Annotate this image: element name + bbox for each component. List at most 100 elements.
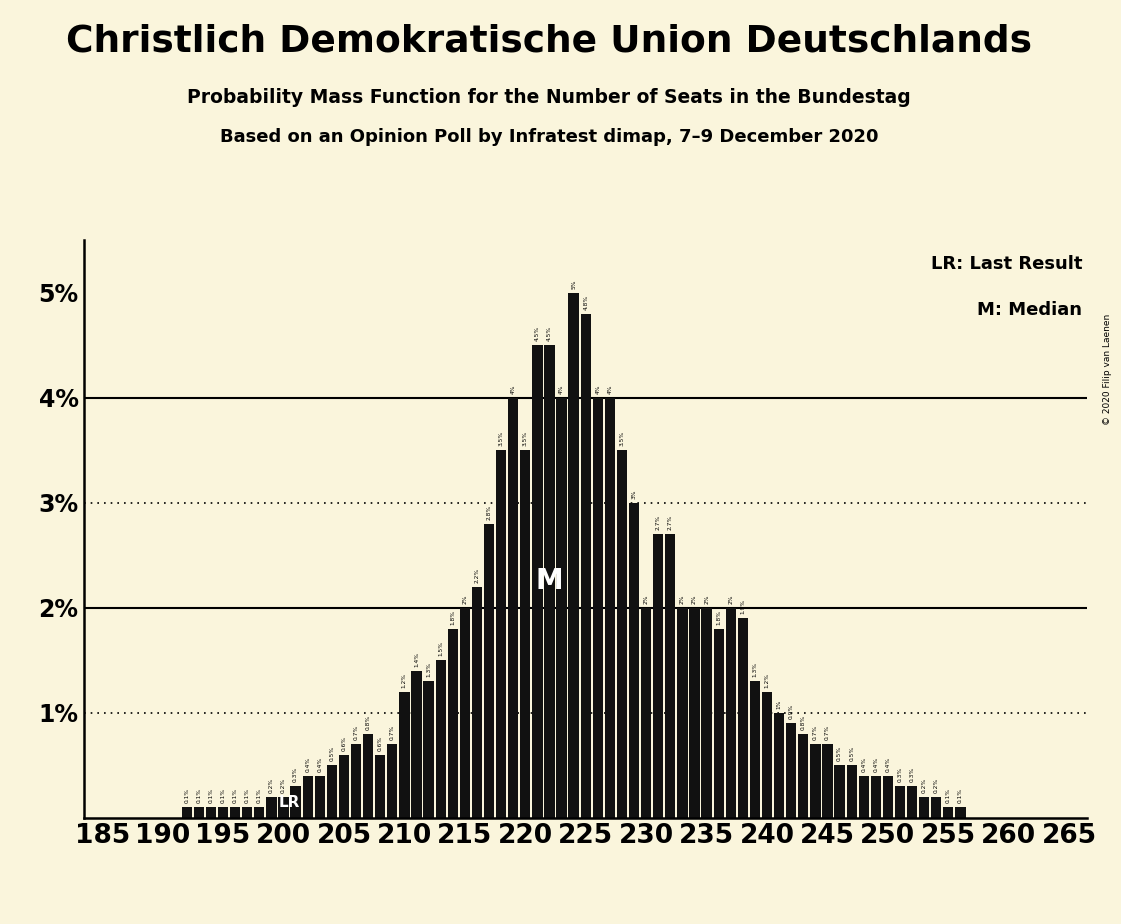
Bar (267, 796, 277, 818)
Bar (629, 503, 639, 818)
Bar (932, 796, 942, 818)
Text: Christlich Demokratische Union Deutschlands: Christlich Demokratische Union Deutschla… (66, 23, 1032, 59)
Bar (834, 765, 845, 818)
Bar (532, 346, 543, 818)
Bar (363, 734, 373, 818)
Text: 0.5%: 0.5% (849, 746, 854, 761)
Text: 0.2%: 0.2% (934, 777, 938, 793)
Text: Based on an Opinion Poll by Infratest dimap, 7–9 December 2020: Based on an Opinion Poll by Infratest di… (220, 128, 879, 145)
Text: 3.5%: 3.5% (620, 431, 624, 446)
Bar (895, 786, 905, 818)
Text: 0.3%: 0.3% (293, 767, 298, 782)
Text: 1.2%: 1.2% (765, 673, 769, 687)
Bar (411, 671, 421, 818)
Text: 1.8%: 1.8% (451, 610, 455, 625)
Bar (326, 765, 337, 818)
Text: 2.7%: 2.7% (668, 515, 673, 530)
Bar (495, 450, 507, 818)
Text: 2.8%: 2.8% (487, 505, 491, 519)
Text: 4.5%: 4.5% (547, 326, 552, 341)
Text: 0.4%: 0.4% (317, 757, 323, 772)
Bar (750, 681, 760, 818)
Bar (217, 808, 229, 818)
Text: 0.4%: 0.4% (861, 757, 867, 772)
Text: 0.5%: 0.5% (330, 746, 334, 761)
Text: 3.5%: 3.5% (522, 431, 528, 446)
Text: 0.5%: 0.5% (837, 746, 842, 761)
Bar (773, 712, 785, 818)
Text: 4.5%: 4.5% (535, 326, 540, 341)
Text: 0.9%: 0.9% (789, 704, 794, 719)
Bar (593, 397, 603, 818)
Bar (859, 776, 869, 818)
Bar (677, 608, 687, 818)
Bar (568, 293, 578, 818)
Bar (520, 450, 530, 818)
Bar (556, 397, 567, 818)
Text: 0.3%: 0.3% (909, 767, 915, 782)
Text: M: M (536, 567, 563, 595)
Text: 0.7%: 0.7% (353, 725, 359, 740)
Text: 0.1%: 0.1% (244, 788, 250, 803)
Text: LR: LR (279, 796, 300, 810)
Bar (206, 808, 216, 818)
Bar (702, 608, 712, 818)
Text: 3.5%: 3.5% (499, 431, 503, 446)
Bar (738, 618, 748, 818)
Text: 4.8%: 4.8% (583, 295, 589, 310)
Text: 0.1%: 0.1% (958, 788, 963, 803)
Bar (604, 397, 615, 818)
Text: 0.1%: 0.1% (946, 788, 951, 803)
Bar (376, 755, 386, 818)
Text: 0.2%: 0.2% (921, 777, 927, 793)
Text: 2.2%: 2.2% (474, 567, 480, 582)
Text: 0.7%: 0.7% (825, 725, 830, 740)
Bar (786, 723, 796, 818)
Bar (278, 796, 289, 818)
Text: 1.2%: 1.2% (402, 673, 407, 687)
Text: © 2020 Filip van Laenen: © 2020 Filip van Laenen (1103, 314, 1112, 425)
Bar (182, 808, 192, 818)
Text: 0.4%: 0.4% (886, 757, 890, 772)
Text: 2%: 2% (692, 594, 697, 603)
Text: 0.1%: 0.1% (209, 788, 213, 803)
Bar (907, 786, 917, 818)
Text: 0.7%: 0.7% (813, 725, 818, 740)
Text: 1.9%: 1.9% (740, 599, 745, 614)
Bar (823, 744, 833, 818)
Bar (303, 776, 313, 818)
Text: 2%: 2% (643, 594, 649, 603)
Text: 2.7%: 2.7% (656, 515, 660, 530)
Text: 0.4%: 0.4% (873, 757, 879, 772)
Bar (399, 692, 409, 818)
Text: 1.5%: 1.5% (438, 641, 443, 656)
Text: 4%: 4% (511, 384, 516, 394)
Bar (882, 776, 893, 818)
Bar (654, 534, 664, 818)
Bar (617, 450, 627, 818)
Bar (955, 808, 965, 818)
Bar (641, 608, 651, 818)
Bar (871, 776, 881, 818)
Text: LR: Last Result: LR: Last Result (930, 255, 1083, 273)
Text: 1.3%: 1.3% (426, 662, 432, 677)
Text: 2%: 2% (680, 594, 685, 603)
Text: 1%: 1% (777, 699, 781, 709)
Bar (798, 734, 808, 818)
Bar (484, 524, 494, 818)
Text: 1.4%: 1.4% (414, 651, 419, 666)
Bar (919, 796, 929, 818)
Bar (665, 534, 676, 818)
Text: 0.2%: 0.2% (269, 777, 274, 793)
Text: 0.4%: 0.4% (305, 757, 311, 772)
Bar (436, 661, 446, 818)
Bar (339, 755, 349, 818)
Text: 1.3%: 1.3% (752, 662, 758, 677)
Bar (472, 587, 482, 818)
Bar (762, 692, 772, 818)
Text: 0.1%: 0.1% (184, 788, 189, 803)
Bar (447, 628, 457, 818)
Text: M: Median: M: Median (978, 301, 1083, 319)
Text: 0.1%: 0.1% (221, 788, 225, 803)
Text: 0.6%: 0.6% (378, 736, 382, 750)
